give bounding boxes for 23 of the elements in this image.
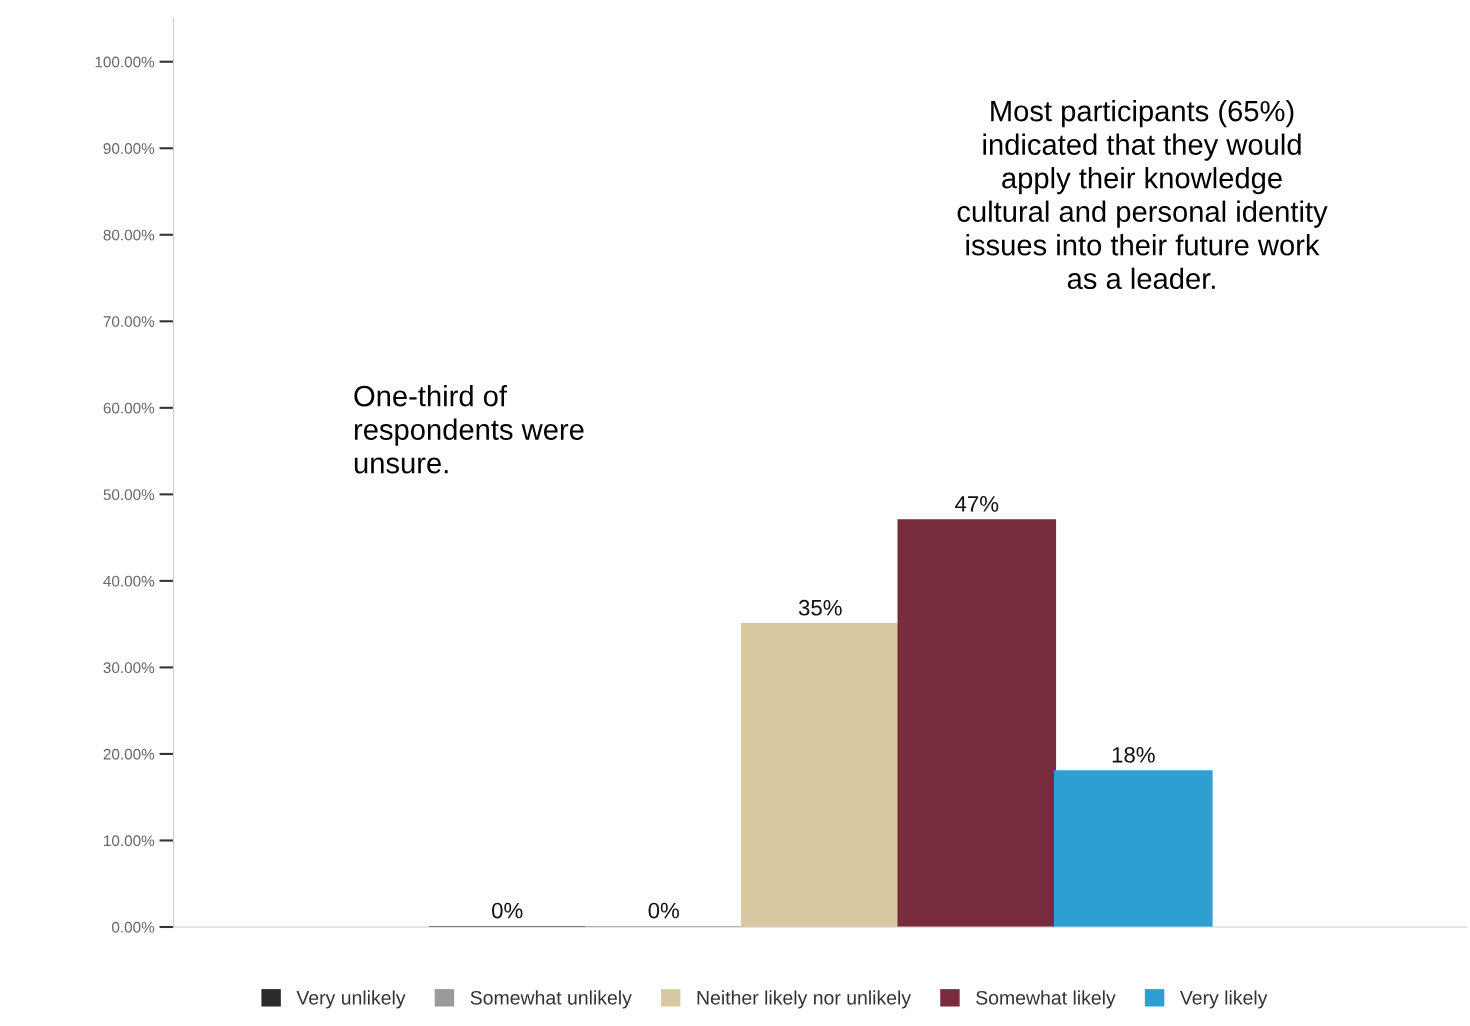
y-tick-label: 60.00% [103,402,155,414]
y-tick-label: 10.00% [104,835,155,847]
data-label: 18% [1112,746,1155,763]
annotation: Most participants (65%) indicated that they would apply their knowledge cultural and personal identity issues into their future work as a leader. [957,100,1328,290]
y-tick-label: 90.00% [103,143,155,154]
annotation: One-third of respondents were unsure. [354,385,584,474]
y-tick-label: 100.00% [95,56,155,68]
y-tick-label: 40.00% [103,575,155,587]
y-tick-label: 70.00% [103,316,155,327]
legend-label: Very unlikely [296,990,406,1009]
data-label: 0% [648,902,679,919]
legend-label: Very likely [1179,990,1268,1009]
y-tick-label: 50.00% [103,489,155,501]
data-label: 0% [492,902,523,919]
data-label: 47% [955,496,999,512]
legend-label: Somewhat unlikely [470,990,632,1009]
y-tick-label: 20.00% [103,748,155,760]
y-tick-label: 80.00% [103,229,155,241]
legend-label: Somewhat likely [976,990,1116,1009]
y-tick-label: 0.00% [111,921,155,933]
y-tick-label: 30.00% [103,662,155,674]
legend-label: Neither likely nor unlikely [697,990,912,1009]
data-label: 35% [798,599,842,616]
